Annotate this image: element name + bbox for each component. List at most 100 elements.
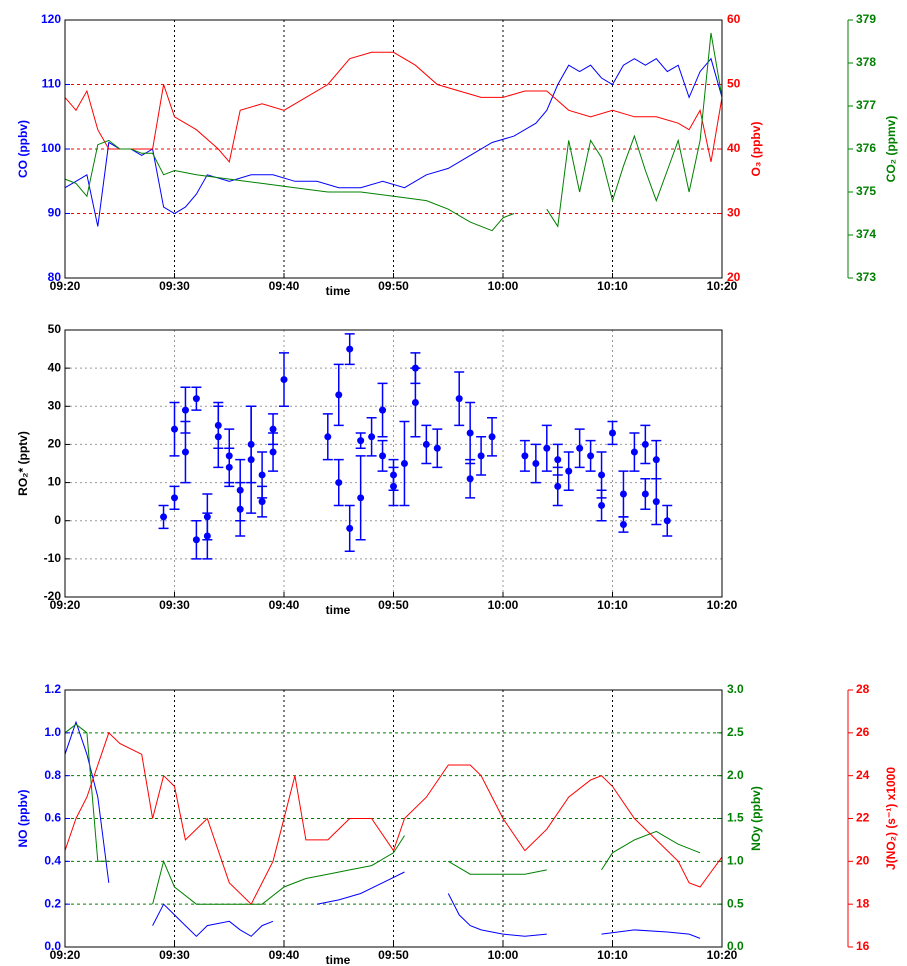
y-tick-label: 0.8 [44,768,61,782]
error-point [421,424,432,465]
x-tick-label: 10:00 [488,948,519,962]
y2-tick-label: 40 [727,141,741,155]
data-point [532,460,540,467]
error-point [629,432,640,472]
error-point [399,420,410,507]
y-tick-label: 120 [41,12,61,26]
data-point [192,395,200,403]
y2-tick-label: 0.5 [727,896,744,910]
error-point [257,451,268,499]
data-point [269,425,277,433]
error-point [530,443,541,484]
x-tick-label: 09:30 [159,598,190,612]
error-point [279,352,289,408]
error-point [158,504,169,530]
data-point [258,498,266,506]
data-point [379,452,387,460]
y2-tick-label: 60 [727,12,741,26]
y2-tick-label: 3.0 [727,682,744,696]
error-point [476,436,487,476]
error-point [191,386,202,411]
y2-tick-label: 2.0 [727,768,744,782]
y-tick-label: 0.2 [44,896,61,910]
data-point [521,452,529,460]
data-point [565,467,573,475]
y-tick-label: 1.2 [44,682,61,696]
x-tick-label: 10:00 [488,598,519,612]
error-point [235,481,246,537]
x-axis-label: time [326,284,351,298]
error-point [377,382,388,438]
data-point [609,429,616,437]
plot-frame [64,689,723,948]
data-point [587,452,595,460]
data-point [630,448,638,456]
error-point [454,371,465,427]
y3-tick-label: 26 [856,725,870,739]
x-tick-label: 09:20 [50,279,81,293]
data-point [598,501,606,509]
error-point [585,439,596,472]
error-point [224,428,235,484]
error-point [169,485,180,511]
error-point [322,413,333,461]
y3-axis-label: J(NO₂) (s⁻¹) x1000 [884,767,898,870]
plot-frame [64,19,723,279]
error-point [213,401,224,449]
y3-tick-label: 16 [856,939,870,953]
error-point [519,439,530,472]
data-point [411,398,419,406]
y2-tick-label: 1.0 [727,854,744,868]
x-tick-label: 10:10 [597,598,628,612]
x-tick-label: 10:00 [488,279,519,293]
data-point [641,440,649,448]
data-line [64,723,701,905]
error-point [618,516,629,533]
y-tick-label: 40 [48,360,62,374]
error-point [333,458,344,507]
y2-tick-label: 0.0 [727,939,744,953]
data-point [236,505,244,513]
y3-tick-label: 24 [856,768,870,782]
data-point [652,456,660,464]
data-point [247,440,255,448]
data-point [368,433,376,441]
error-point [202,512,213,560]
data-point [390,482,397,490]
y2-tick-label: 50 [727,77,741,91]
x-tick-label: 09:40 [269,598,300,612]
data-point [214,421,222,429]
data-point [652,498,660,506]
y-tick-label: -20 [44,589,62,603]
error-point [355,455,366,541]
y-tick-label: 0 [54,513,61,527]
y-tick-label: 90 [48,206,62,220]
x-tick-label: 10:10 [597,948,628,962]
x-tick-label: 10:20 [707,279,738,293]
error-point [410,352,421,385]
y3-tick-label: 18 [856,896,870,910]
error-point [563,451,574,491]
y2-tick-label: 30 [727,206,741,220]
data-point [346,345,354,353]
data-point [554,482,562,490]
data-point [258,471,266,479]
data-point [400,460,408,467]
data-point [171,494,178,502]
y-tick-label: 0.4 [44,854,61,868]
error-point [180,420,191,484]
data-line [64,57,723,227]
y-tick-label: 100 [41,141,61,155]
error-point [552,443,563,476]
error-point [607,420,618,446]
x-tick-label: 09:50 [378,948,409,962]
error-point [344,504,355,552]
y3-tick-label: 28 [856,682,870,696]
data-point [466,429,474,437]
data-point [346,524,354,532]
x-tick-label: 09:30 [159,279,190,293]
y-tick-label: 30 [48,398,62,412]
x-tick-label: 09:20 [50,598,81,612]
error-point [333,363,344,427]
y-tick-label: -10 [44,551,62,565]
